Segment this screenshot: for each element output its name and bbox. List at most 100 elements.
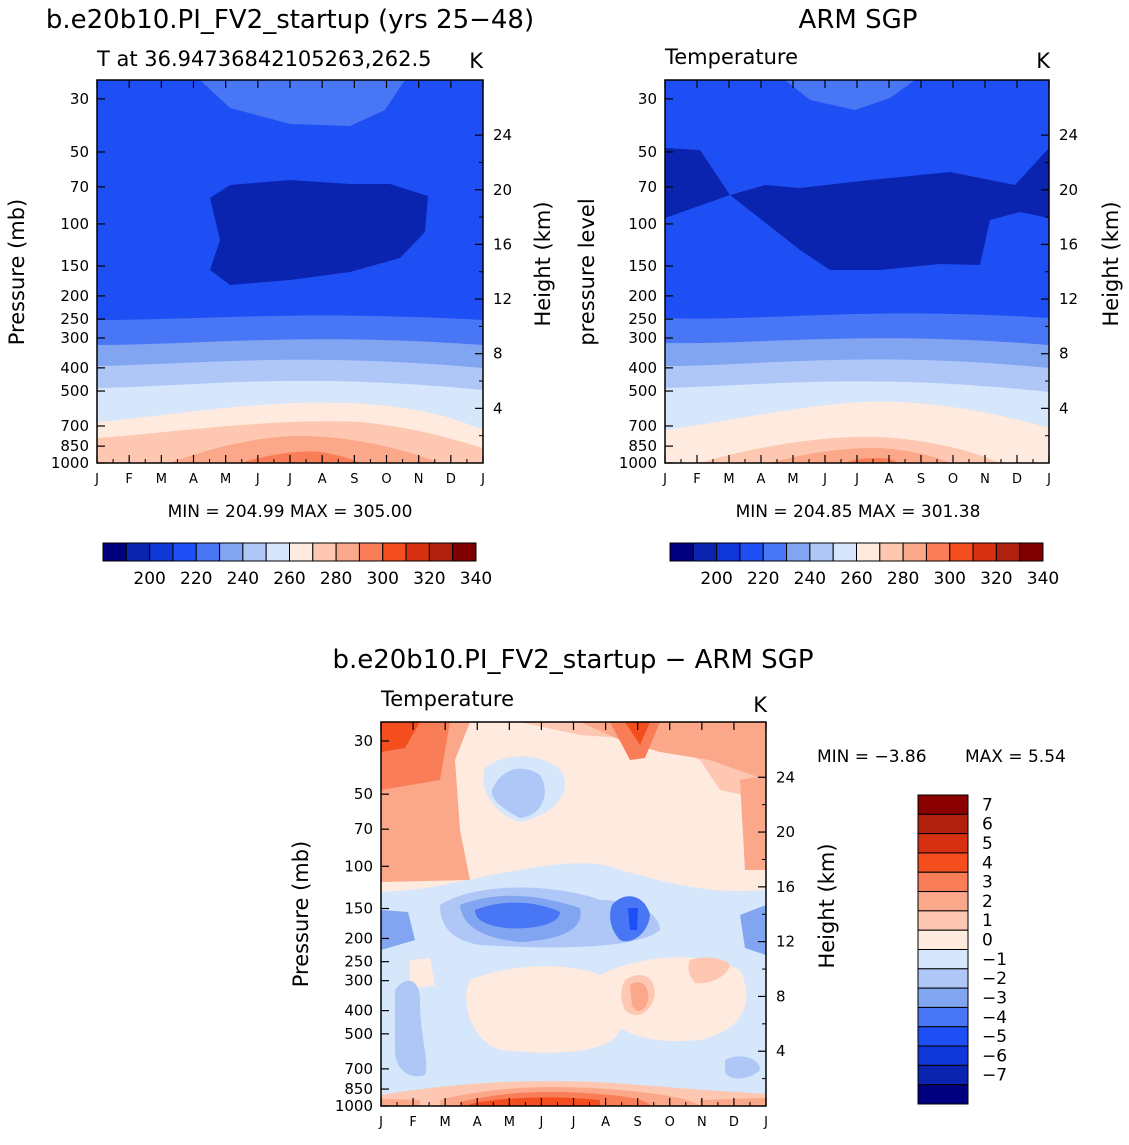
x-tick-label: M bbox=[220, 472, 231, 487]
diff-band-0-1-lower-left bbox=[410, 958, 435, 990]
colorbar-swatch bbox=[917, 794, 969, 815]
x-tick-label: J bbox=[662, 472, 667, 487]
y-tick-label-left: 250 bbox=[628, 310, 657, 328]
diff-contour-field bbox=[381, 722, 766, 1106]
colorbar-swatch bbox=[428, 542, 454, 562]
colorbar-label: 220 bbox=[747, 569, 779, 589]
colorbar-swatch bbox=[925, 542, 951, 562]
colorbar-swatch bbox=[917, 929, 969, 950]
y-tick-label-right: 12 bbox=[776, 933, 795, 951]
x-tick-label: J bbox=[1046, 472, 1051, 487]
diff-band-2-3-right bbox=[740, 775, 766, 870]
diff-band-0-1-upper bbox=[381, 722, 766, 892]
colorbar-label: 260 bbox=[273, 569, 305, 589]
model-ylabel-left: Pressure (mb) bbox=[5, 199, 29, 346]
y-tick-label-left: 50 bbox=[354, 785, 373, 803]
x-tick-label: N bbox=[697, 1115, 707, 1130]
y-tick-label-left: 70 bbox=[638, 178, 657, 196]
x-tick-label: M bbox=[156, 472, 167, 487]
y-tick-label-left: 150 bbox=[628, 257, 657, 275]
colorbar-swatch bbox=[762, 542, 788, 562]
diff-band-neg2-lower bbox=[395, 980, 427, 1077]
colorbar-swatch bbox=[917, 1006, 969, 1028]
y-tick-label-left: 300 bbox=[344, 972, 373, 990]
colorbar-label: −6 bbox=[982, 1046, 1007, 1066]
obs-band-205-210 bbox=[665, 148, 1049, 270]
obs-stats: MIN = 204.85 MAX = 301.38 bbox=[736, 502, 981, 522]
colorbar-label: 1 bbox=[982, 911, 993, 931]
colorbar-swatch bbox=[1019, 542, 1044, 562]
y-tick-label-left: 400 bbox=[628, 359, 657, 377]
x-tick-label: S bbox=[917, 472, 925, 487]
y-tick-label-right: 4 bbox=[776, 1042, 786, 1060]
colorbar-swatch bbox=[917, 852, 969, 873]
colorbar-swatch bbox=[917, 949, 969, 970]
colorbar-swatch bbox=[917, 871, 969, 893]
colorbar-label: 300 bbox=[934, 569, 966, 589]
colorbar-swatch bbox=[125, 542, 151, 562]
colorbar-swatch bbox=[917, 987, 969, 1008]
diff-band-4-5-left bbox=[381, 722, 420, 752]
colorbar-swatch bbox=[917, 910, 969, 931]
colorbar-swatch bbox=[972, 542, 997, 562]
y-tick-label-right: 8 bbox=[493, 345, 503, 363]
x-tick-label: D bbox=[446, 472, 456, 487]
obs-ylabel-right: Height (km) bbox=[1099, 201, 1123, 326]
y-tick-label-left: 30 bbox=[70, 90, 89, 108]
x-tick-label: J bbox=[571, 1115, 576, 1130]
colorbar-label: 340 bbox=[1027, 569, 1059, 589]
y-tick-label-left: 1000 bbox=[51, 454, 89, 472]
colorbar-swatch bbox=[669, 542, 694, 562]
colorbar-swatch bbox=[716, 542, 741, 562]
diff-band-0-1-lower bbox=[466, 966, 624, 1053]
x-tick-label: A bbox=[601, 1115, 610, 1130]
y-tick-label-left: 100 bbox=[344, 857, 373, 875]
model-subtitle-left: T at 36.94736842105263,262.5 bbox=[96, 47, 432, 71]
colorbar-label: 6 bbox=[982, 815, 993, 835]
obs-band-top bbox=[785, 80, 915, 110]
x-tick-label: D bbox=[1012, 472, 1022, 487]
x-tick-label: A bbox=[318, 472, 327, 487]
x-tick-label: J bbox=[287, 472, 292, 487]
diff-band-neg4-mid bbox=[475, 902, 560, 929]
colorbar-swatch bbox=[312, 542, 337, 562]
colorbar-swatch bbox=[149, 542, 174, 562]
y-tick-label-left: 1000 bbox=[619, 454, 657, 472]
y-tick-label-right: 20 bbox=[1059, 181, 1078, 199]
obs-subtitle-right: K bbox=[1036, 49, 1051, 73]
colorbar-label: −2 bbox=[982, 969, 1007, 989]
colorbar-swatch bbox=[452, 542, 477, 562]
colorbar-swatch bbox=[917, 833, 969, 854]
x-tick-label: J bbox=[480, 472, 485, 487]
diff-band-1-2-lower-right bbox=[688, 957, 730, 984]
obs-panel: ARM SGP Temperature K J F M A M J J A S O N D J 30 50 7… bbox=[575, 5, 1123, 589]
y-tick-label-left: 850 bbox=[60, 437, 89, 455]
x-tick-label: J bbox=[763, 1115, 768, 1130]
model-band-top bbox=[200, 80, 405, 126]
y-tick-label-right: 24 bbox=[776, 768, 795, 786]
colorbar-label: 300 bbox=[367, 569, 399, 589]
y-tick-label-left: 200 bbox=[344, 929, 373, 947]
colorbar-swatch bbox=[917, 968, 969, 989]
obs-colorbar: 200 220 240 260 280 300 320 340 bbox=[669, 542, 1059, 589]
diff-subtitle-right: K bbox=[753, 693, 768, 717]
y-tick-label-left: 250 bbox=[60, 310, 89, 328]
colorbar-label: 220 bbox=[180, 569, 212, 589]
diff-panel: b.e20b10.PI_FV2_startup − ARM SGP Temper… bbox=[289, 645, 1066, 1130]
y-tick-label-left: 30 bbox=[638, 90, 657, 108]
obs-contour-field bbox=[665, 80, 1049, 463]
colorbar-swatch bbox=[879, 542, 904, 562]
colorbar-swatch bbox=[102, 542, 127, 562]
colorbar-label: −4 bbox=[982, 1008, 1007, 1028]
y-tick-label-right: 8 bbox=[776, 987, 786, 1005]
colorbar-swatch bbox=[917, 813, 969, 835]
colorbar-swatch bbox=[995, 542, 1021, 562]
diff-band-neg3-left bbox=[381, 910, 415, 950]
x-tick-label: M bbox=[723, 472, 734, 487]
diff-stats-max: MAX = 5.54 bbox=[965, 747, 1066, 767]
diff-band-neg2-lower-right bbox=[725, 1056, 760, 1079]
colorbar-swatch bbox=[917, 1026, 969, 1047]
